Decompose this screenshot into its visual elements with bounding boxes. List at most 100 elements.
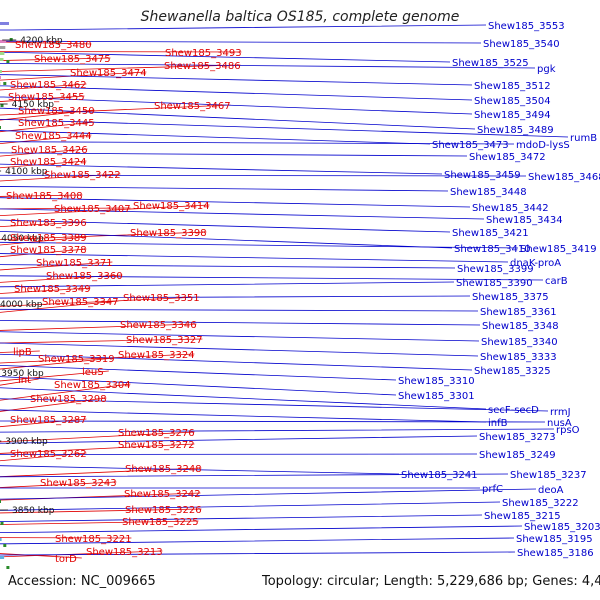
reverse-gene-label[interactable]: Shew185_3468 [528, 172, 600, 183]
forward-gene-label[interactable]: Shew185_3324 [118, 350, 195, 361]
reverse-gene-label[interactable]: Shew185_3512 [474, 81, 551, 92]
reverse-gene-label[interactable]: Shew185_3301 [398, 391, 475, 402]
reverse-gene-label[interactable]: Shew185_3504 [474, 96, 551, 107]
forward-gene-label[interactable]: Shew185_3287 [10, 415, 87, 426]
forward-gene-label[interactable]: Shew185_3262 [10, 449, 87, 460]
forward-gene-label[interactable]: Shew185_3351 [123, 293, 200, 304]
reverse-gene-label[interactable]: prfC [482, 484, 503, 495]
forward-gene-label[interactable]: Shew185_3213 [86, 547, 163, 558]
reverse-gene-label[interactable]: deoA [538, 485, 564, 496]
forward-gene-label[interactable]: Shew185_3444 [15, 131, 92, 142]
forward-gene-label[interactable]: leuS [82, 367, 104, 378]
reverse-gene-label[interactable]: mdoD-lysS [516, 140, 570, 151]
forward-gene-label[interactable]: torD [55, 554, 77, 565]
gc-skew-dot [0, 104, 4, 107]
forward-gene-label[interactable]: Shew185_3426 [11, 145, 88, 156]
reverse-gene-label[interactable]: Shew185_3472 [469, 152, 546, 163]
forward-gene-label[interactable]: Shew185_3450 [18, 106, 95, 117]
reverse-gene-label[interactable]: Shew185_3459 [444, 170, 521, 181]
forward-gene-label[interactable]: Shew185_3480 [15, 40, 92, 51]
reverse-gene-label[interactable]: Shew185_3310 [398, 376, 475, 387]
reverse-gene-label[interactable]: Shew185_3473 [432, 140, 509, 151]
forward-gene-label[interactable]: Shew185_3407 [54, 204, 131, 215]
reverse-gene-label[interactable]: Shew185_3399 [457, 264, 534, 275]
reverse-gene-label[interactable]: Shew185_3525 [452, 58, 529, 69]
reverse-gene-label[interactable]: Shew185_3448 [450, 187, 527, 198]
forward-gene-label[interactable]: Shew185_3408 [6, 191, 83, 202]
reverse-gene-label[interactable]: rpsO [556, 425, 580, 436]
reverse-gene-label[interactable]: Shew185_3195 [516, 534, 593, 545]
forward-gene-label[interactable]: Shew185_3371 [36, 258, 113, 269]
forward-gene-label[interactable]: Shew185_3319 [38, 354, 115, 365]
forward-gene-label[interactable]: Shew185_3272 [118, 440, 195, 451]
leader-line [0, 104, 231, 116]
leader-line [0, 537, 132, 539]
forward-gene-label[interactable]: Shew185_3475 [34, 54, 111, 65]
forward-gene-label[interactable]: Shew185_3242 [124, 489, 201, 500]
reverse-gene-label[interactable]: rumB [570, 133, 597, 144]
forward-gene-label[interactable]: Shew185_3445 [18, 118, 95, 129]
forward-gene-label[interactable]: Shew185_3493 [165, 48, 242, 59]
forward-gene-label[interactable]: Shew185_3486 [164, 61, 241, 72]
forward-gene-label[interactable]: Shew185_3349 [14, 284, 91, 295]
reverse-gene-label[interactable]: Shew185_3442 [472, 203, 549, 214]
reverse-gene-label[interactable]: Shew185_3410 [454, 244, 531, 255]
reverse-gene-label[interactable]: Shew185_3419 [520, 244, 597, 255]
forward-gene-label[interactable]: Shew185_3462 [10, 80, 87, 91]
reverse-gene-label[interactable]: Shew185_3361 [480, 307, 557, 318]
reverse-gene-label[interactable]: carB [545, 276, 568, 287]
reverse-gene-label[interactable]: Shew185_3375 [472, 292, 549, 303]
forward-gene-label[interactable]: lnt [18, 375, 31, 386]
reverse-gene-label[interactable]: Shew185_3340 [481, 337, 558, 348]
forward-gene-label[interactable]: Shew185_3347 [42, 297, 119, 308]
forward-gene-label[interactable]: Shew185_3360 [46, 271, 123, 282]
forward-gene-label[interactable]: Shew185_3327 [126, 335, 203, 346]
forward-gene-label[interactable]: Shew185_3276 [118, 428, 195, 439]
reverse-gene-label[interactable]: Shew185_3241 [401, 470, 478, 481]
forward-gene-label[interactable]: Shew185_3422 [44, 170, 121, 181]
reverse-gene-label[interactable]: Shew185_3215 [484, 511, 561, 522]
forward-gene-label[interactable]: Shew185_3455 [8, 92, 85, 103]
reverse-gene-label[interactable]: Shew185_3203 [524, 522, 600, 533]
reverse-gene-label[interactable]: Shew185_3249 [479, 450, 556, 461]
reverse-gene-label[interactable]: pgk [537, 64, 556, 75]
reverse-gene-label[interactable]: Shew185_3237 [510, 470, 587, 481]
reverse-gene-label[interactable]: Shew185_3540 [483, 39, 560, 50]
scale-label: 4000 kbp [0, 300, 43, 310]
forward-gene-label[interactable]: Shew185_3298 [30, 394, 107, 405]
forward-gene-label[interactable]: Shew185_3221 [55, 534, 132, 545]
forward-gene-label[interactable]: Shew185_3396 [10, 218, 87, 229]
reverse-gene-label[interactable]: dnaK-proA [510, 258, 561, 269]
reverse-gene-label[interactable]: Shew185_3348 [482, 321, 559, 332]
reverse-gene-label[interactable]: Shew185_3553 [488, 21, 565, 32]
reverse-gene-label[interactable]: secF-secD [488, 405, 539, 416]
leader-line [0, 331, 480, 342]
reverse-gene-label[interactable]: Shew185_3222 [502, 498, 579, 509]
forward-gene-label[interactable]: Shew185_3389 [10, 233, 87, 244]
forward-gene-label[interactable]: Shew185_3226 [125, 505, 202, 516]
reverse-gene-label[interactable]: rrmJ [550, 407, 571, 418]
forward-gene-label[interactable]: Shew185_3248 [125, 464, 202, 475]
forward-gene-label[interactable]: lipB [13, 347, 32, 358]
reverse-gene-label[interactable]: Shew185_3421 [452, 228, 529, 239]
forward-gene-label[interactable]: Shew185_3304 [54, 380, 131, 391]
forward-gene-label[interactable]: Shew185_3414 [133, 201, 210, 212]
forward-gene-label[interactable]: Shew185_3474 [70, 68, 147, 79]
forward-gene-label[interactable]: Shew185_3467 [154, 101, 231, 112]
reverse-gene-label[interactable]: Shew185_3325 [474, 366, 551, 377]
forward-gene-label[interactable]: Shew185_3398 [130, 228, 207, 239]
forward-gene-label[interactable]: Shew185_3225 [122, 517, 199, 528]
forward-gene-label[interactable]: Shew185_3378 [10, 245, 87, 256]
forward-gene-label[interactable]: Shew185_3424 [10, 157, 87, 168]
forward-gene-label[interactable]: Shew185_3243 [40, 478, 117, 489]
reverse-gene-label[interactable]: Shew185_3273 [479, 432, 556, 443]
reverse-gene-label[interactable]: Shew185_3186 [517, 548, 594, 559]
reverse-gene-label[interactable]: Shew185_3434 [486, 215, 563, 226]
reverse-gene-label[interactable]: Shew185_3390 [456, 278, 533, 289]
reverse-gene-label[interactable]: nusA [547, 418, 572, 429]
reverse-gene-label[interactable]: infB [488, 418, 508, 429]
reverse-gene-label[interactable]: Shew185_3333 [480, 352, 557, 363]
forward-gene-label[interactable]: Shew185_3346 [120, 320, 197, 331]
reverse-gene-label[interactable]: Shew185_3489 [477, 125, 554, 136]
reverse-gene-label[interactable]: Shew185_3494 [474, 110, 551, 121]
